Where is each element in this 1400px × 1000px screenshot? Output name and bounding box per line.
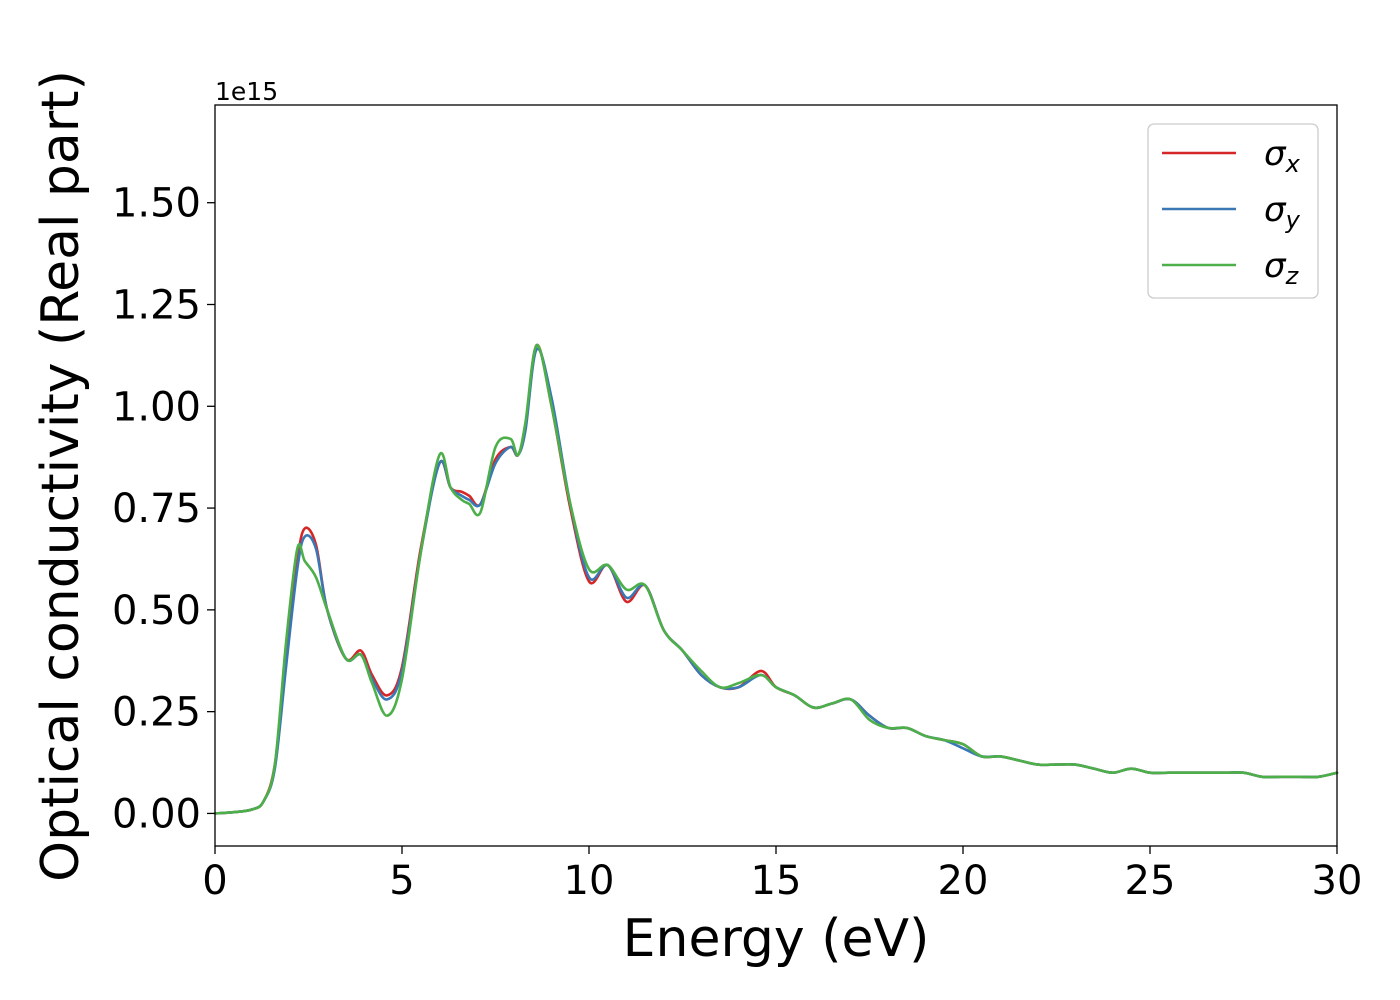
x-tick-label: 0 [202, 858, 227, 904]
legend-frame [1147, 123, 1319, 299]
x-tick-label: 25 [1125, 858, 1176, 904]
y-tick-label: 0.75 [112, 486, 201, 532]
y-tick-label: 0.50 [112, 588, 201, 634]
y-offset-label: 1e15 [215, 77, 278, 106]
x-tick-label: 30 [1312, 858, 1363, 904]
x-tick-label: 5 [389, 858, 414, 904]
legend-label-y: σy [1264, 190, 1301, 234]
x-axis-label: Energy (eV) [623, 909, 930, 969]
y-tick-label: 0.25 [112, 690, 201, 736]
x-tick-label: 15 [751, 858, 802, 904]
x-axis: 0 5 10 15 20 25 30 [202, 846, 1362, 904]
y-axis-label: Optical conductivity (Real part) [31, 70, 91, 882]
y-tick-label: 0.00 [112, 791, 201, 837]
series-layer [213, 343, 1339, 815]
y-tick-label: 1.25 [112, 283, 201, 329]
x-tick-label: 20 [938, 858, 989, 904]
x-tick-label: 10 [564, 858, 615, 904]
y-tick-label: 1.00 [112, 384, 201, 430]
series-line-z [213, 343, 1339, 815]
y-axis: 0.00 0.25 0.50 0.75 1.00 1.25 1.50 [112, 181, 215, 837]
legend-label-x: σx [1264, 134, 1301, 178]
y-tick-label: 1.50 [112, 181, 201, 227]
legend-label-z: σz [1264, 246, 1300, 290]
legend: σx σy σz [1147, 123, 1319, 299]
